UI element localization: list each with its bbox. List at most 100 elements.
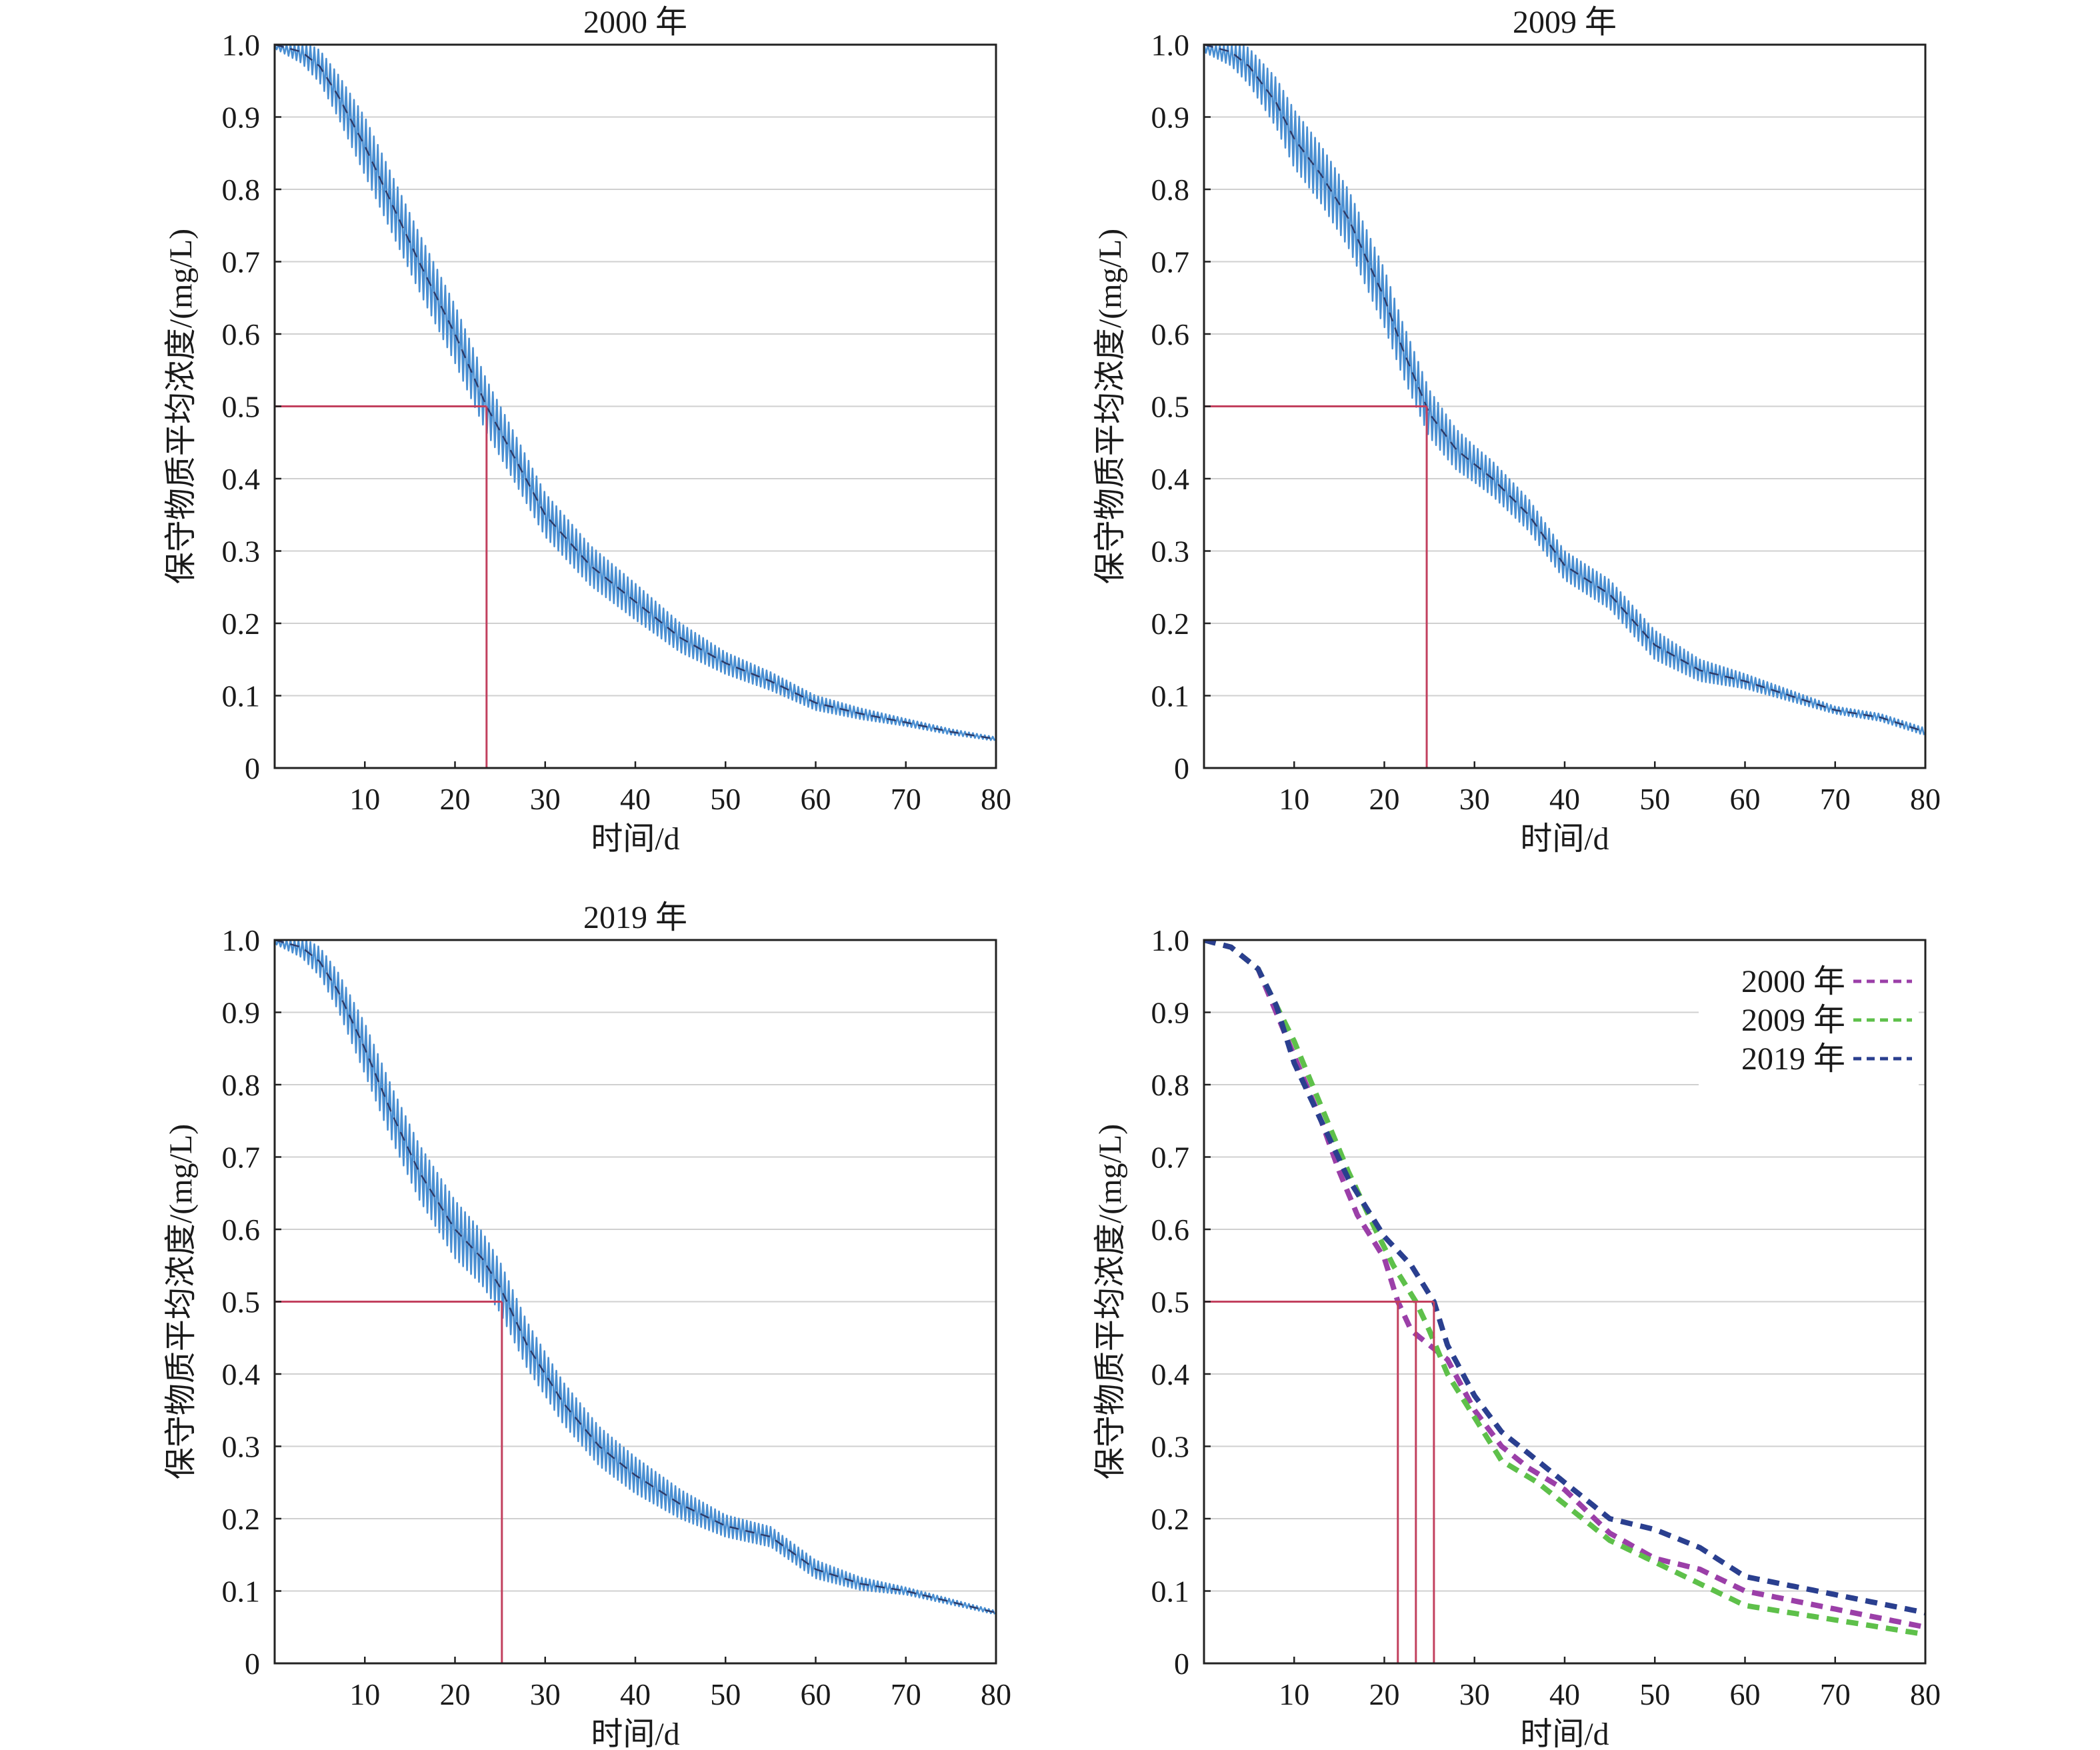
y-tick-label: 0.9 xyxy=(1151,101,1190,135)
y-tick-label: 0.7 xyxy=(222,245,261,279)
x-tick-label: 10 xyxy=(349,782,380,816)
y-tick-label: 1.0 xyxy=(222,28,261,62)
y-tick-label: 0.6 xyxy=(1151,1213,1190,1247)
x-tick-label: 70 xyxy=(891,1677,921,1711)
x-tick-label: 40 xyxy=(1549,782,1580,816)
x-tick-label: 40 xyxy=(620,1677,651,1711)
chart-title: 2000 年 xyxy=(583,5,687,40)
x-tick-label: 40 xyxy=(1549,1677,1580,1711)
x-tick-label: 10 xyxy=(349,1677,380,1711)
y-tick-label: 0.3 xyxy=(222,1430,261,1464)
x-axis-label: 时间/d xyxy=(1520,821,1609,857)
y-tick-label: 0.4 xyxy=(222,462,261,496)
y-axis-label: 保守物质平均浓度/(mg/L) xyxy=(163,1124,199,1479)
x-tick-label: 80 xyxy=(1910,1677,1941,1711)
chart-panel-3: 0 0.1 0.2 0.3 0.4 0.5 0.6 0.7 0.8 0.9 1.0 10 20 30 40 5… xyxy=(163,900,1011,1750)
y-tick-label: 0.1 xyxy=(1151,1575,1190,1609)
y-tick-label: 0.5 xyxy=(222,390,261,424)
series-line-1 xyxy=(1204,940,1925,1630)
plot-area xyxy=(275,45,996,741)
x-tick-label: 20 xyxy=(1369,782,1400,816)
legend-label: 2019 年 xyxy=(1741,1041,1845,1077)
x-tick-label: 10 xyxy=(1279,1677,1309,1711)
series-mean-line xyxy=(275,45,996,740)
series-line-3 xyxy=(1204,940,1925,1616)
x-tick-label: 20 xyxy=(440,1677,471,1711)
y-tick-label: 0.7 xyxy=(1151,1141,1190,1175)
y-tick-label: 0.3 xyxy=(1151,535,1190,569)
series-mean-line xyxy=(275,940,996,1614)
x-tick-label: 30 xyxy=(1459,1677,1490,1711)
y-tick-label: 0.9 xyxy=(1151,996,1190,1030)
y-tick-label: 0.1 xyxy=(222,679,261,713)
y-axis-label: 保守物质平均浓度/(mg/L) xyxy=(1093,1124,1128,1479)
y-tick-label: 0.6 xyxy=(222,317,261,351)
y-tick-label: 0.8 xyxy=(1151,173,1190,207)
y-tick-label: 0.8 xyxy=(222,173,261,207)
x-tick-label: 70 xyxy=(891,782,921,816)
x-tick-label: 10 xyxy=(1279,782,1309,816)
series-line-oscillating xyxy=(1204,45,1925,735)
y-tick-label: 0.1 xyxy=(1151,679,1190,713)
x-tick-label: 50 xyxy=(710,782,741,816)
x-tick-label: 80 xyxy=(1910,782,1941,816)
series-line-oscillating xyxy=(275,45,996,741)
x-tick-label: 30 xyxy=(530,782,561,816)
y-tick-label: 0.7 xyxy=(222,1141,261,1175)
series-line-2 xyxy=(1204,940,1925,1637)
y-tick-label: 0.4 xyxy=(222,1357,261,1391)
y-tick-label: 0.6 xyxy=(222,1213,261,1247)
y-tick-label: 0.2 xyxy=(1151,1502,1190,1536)
chart-panel-2: 0 0.1 0.2 0.3 0.4 0.5 0.6 0.7 0.8 0.9 1.0 10 20 30 40 5… xyxy=(1093,5,1941,857)
y-tick-label: 0.2 xyxy=(222,1502,261,1536)
y-tick-label: 0.8 xyxy=(222,1068,261,1102)
chart-panel-4: 0 0.1 0.2 0.3 0.4 0.5 0.6 0.7 0.8 0.9 1.0 10 20 30 40 5… xyxy=(1093,923,1941,1750)
plot-area xyxy=(1204,940,1925,1637)
y-tick-label: 0.2 xyxy=(222,607,261,641)
y-tick-label: 0 xyxy=(245,1647,260,1681)
series-line-oscillating xyxy=(275,940,996,1615)
x-tick-label: 60 xyxy=(801,782,831,816)
series-mean-line xyxy=(1204,45,1925,733)
y-tick-label: 0.4 xyxy=(1151,1357,1190,1391)
chart-title: 2009 年 xyxy=(1513,5,1617,40)
x-tick-label: 50 xyxy=(1639,782,1670,816)
y-axis-label: 保守物质平均浓度/(mg/L) xyxy=(163,229,199,584)
legend-label: 2009 年 xyxy=(1741,1003,1845,1038)
y-tick-label: 0 xyxy=(245,751,260,785)
x-tick-label: 40 xyxy=(620,782,651,816)
x-tick-label: 80 xyxy=(981,782,1011,816)
x-tick-label: 70 xyxy=(1820,1677,1851,1711)
y-tick-label: 0.9 xyxy=(222,101,261,135)
x-tick-label: 50 xyxy=(1639,1677,1670,1711)
legend-label: 2000 年 xyxy=(1741,964,1845,999)
x-tick-label: 30 xyxy=(530,1677,561,1711)
y-tick-label: 1.0 xyxy=(1151,28,1190,62)
x-axis-label: 时间/d xyxy=(591,821,679,857)
y-tick-label: 0.9 xyxy=(222,996,261,1030)
x-tick-label: 60 xyxy=(1730,782,1761,816)
chart-title: 2019 年 xyxy=(583,900,687,935)
x-tick-label: 30 xyxy=(1459,782,1490,816)
chart-panel-1: 0 0.1 0.2 0.3 0.4 0.5 0.6 0.7 0.8 0.9 1.0 10 20 30 40 5… xyxy=(163,5,1011,857)
y-tick-label: 0.5 xyxy=(222,1285,261,1319)
x-tick-label: 60 xyxy=(1730,1677,1761,1711)
y-tick-label: 0.6 xyxy=(1151,317,1190,351)
x-axis-label: 时间/d xyxy=(1520,1717,1609,1750)
y-tick-label: 1.0 xyxy=(1151,923,1190,957)
y-tick-label: 0.8 xyxy=(1151,1068,1190,1102)
x-tick-label: 70 xyxy=(1820,782,1851,816)
y-tick-label: 0.2 xyxy=(1151,607,1190,641)
plot-area xyxy=(1204,45,1925,735)
y-tick-label: 0 xyxy=(1174,751,1189,785)
x-tick-label: 20 xyxy=(1369,1677,1400,1711)
y-tick-label: 0 xyxy=(1174,1647,1189,1681)
x-tick-label: 80 xyxy=(981,1677,1011,1711)
y-tick-label: 0.1 xyxy=(222,1575,261,1609)
y-tick-label: 0.4 xyxy=(1151,462,1190,496)
y-axis-label: 保守物质平均浓度/(mg/L) xyxy=(1093,229,1128,584)
x-axis-label: 时间/d xyxy=(591,1717,679,1750)
plot-area xyxy=(275,940,996,1615)
